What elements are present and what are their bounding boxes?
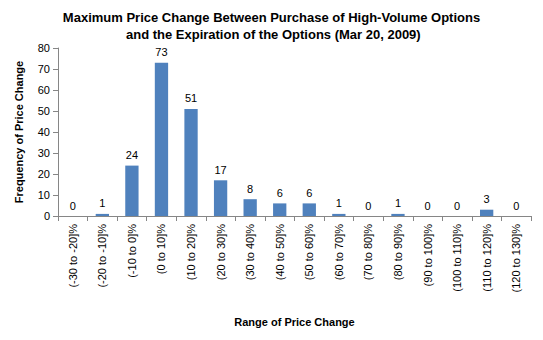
svg-text:(30 to 40]%: (30 to 40]% xyxy=(244,224,256,280)
svg-text:and the Expiration of the Opti: and the Expiration of the Options (Mar 2… xyxy=(122,27,420,42)
svg-text:(-20 to -10]%: (-20 to -10]% xyxy=(96,224,108,288)
svg-text:6: 6 xyxy=(277,187,283,199)
svg-text:24: 24 xyxy=(126,149,138,161)
svg-text:(20 to 30]%: (20 to 30]% xyxy=(215,224,227,280)
svg-text:(-30 to -20]%: (-30 to -20]% xyxy=(67,224,79,288)
svg-text:60: 60 xyxy=(38,84,50,96)
svg-text:(0 to 10]%: (0 to 10]% xyxy=(155,224,167,274)
svg-text:(110 to 120]%: (110 to 120]% xyxy=(481,224,493,292)
svg-text:(50 to 60]%: (50 to 60]% xyxy=(303,224,315,280)
svg-text:20: 20 xyxy=(38,168,50,180)
svg-text:(90 to 100]%: (90 to 100]% xyxy=(422,224,434,287)
svg-text:3: 3 xyxy=(484,193,490,205)
svg-text:(70 to 80]%: (70 to 80]% xyxy=(362,224,374,280)
svg-text:(40 to 50]%: (40 to 50]% xyxy=(274,224,286,280)
svg-text:1: 1 xyxy=(395,197,401,209)
svg-text:80: 80 xyxy=(38,42,50,54)
svg-text:6: 6 xyxy=(306,187,312,199)
svg-text:17: 17 xyxy=(214,164,226,176)
svg-text:(-10 to 0]%: (-10 to 0]% xyxy=(126,224,138,278)
svg-text:70: 70 xyxy=(38,63,50,75)
svg-text:0: 0 xyxy=(513,200,519,212)
svg-text:40: 40 xyxy=(38,126,50,138)
svg-text:(60 to 70]%: (60 to 70]% xyxy=(333,224,345,280)
svg-text:0: 0 xyxy=(365,200,371,212)
svg-text:(120 to 130]%: (120 to 130]% xyxy=(510,224,522,293)
svg-text:50: 50 xyxy=(38,105,50,117)
svg-text:0: 0 xyxy=(70,200,76,212)
svg-text:(80 to 90]%: (80 to 90]% xyxy=(392,224,404,280)
svg-text:10: 10 xyxy=(38,189,50,201)
svg-text:1: 1 xyxy=(336,197,342,209)
svg-text:0: 0 xyxy=(454,200,460,212)
svg-text:30: 30 xyxy=(38,147,50,159)
svg-text:Range of Price Change: Range of Price Change xyxy=(234,316,354,328)
svg-text:(100 to 110]%: (100 to 110]% xyxy=(451,224,463,292)
svg-text:0: 0 xyxy=(424,200,430,212)
svg-text:51: 51 xyxy=(185,92,197,104)
svg-text:8: 8 xyxy=(247,183,253,195)
svg-text:Frequency of Price Change: Frequency of Price Change xyxy=(13,61,25,203)
svg-text:73: 73 xyxy=(155,46,167,58)
svg-text:(10 to 20]%: (10 to 20]% xyxy=(185,224,197,280)
svg-text:Maximum Price Change Between P: Maximum Price Change Between Purchase of… xyxy=(63,10,480,25)
svg-text:1: 1 xyxy=(99,197,105,209)
svg-text:0: 0 xyxy=(44,210,50,222)
